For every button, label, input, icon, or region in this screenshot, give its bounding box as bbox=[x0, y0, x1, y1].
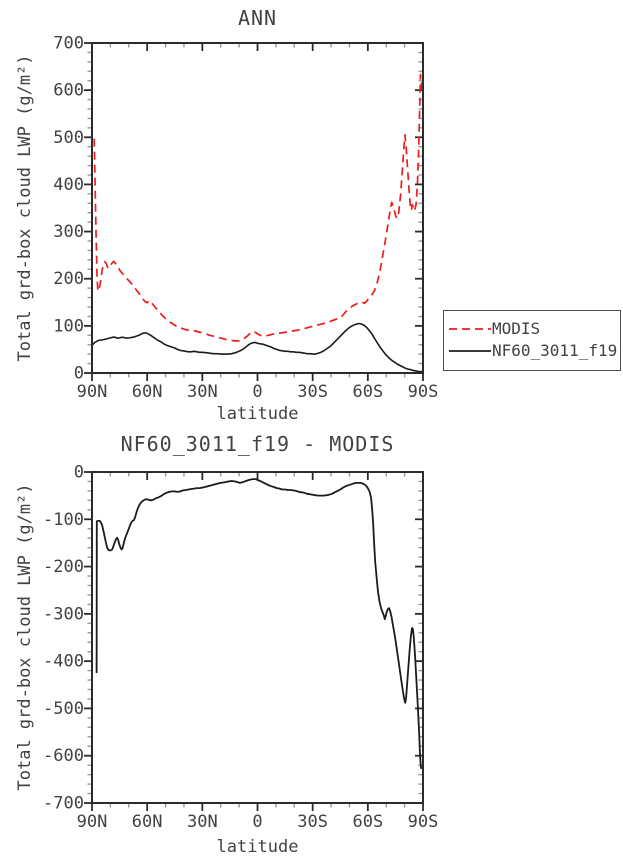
plot-frame bbox=[91, 471, 424, 804]
x-tick-label: 60N bbox=[132, 812, 163, 832]
y-tick-label: -100 bbox=[43, 510, 84, 530]
x-tick-label: 60N bbox=[132, 382, 163, 402]
y-tick-label: 300 bbox=[53, 222, 84, 242]
top-chart-x-axis-label: latitude bbox=[217, 404, 299, 424]
x-tick-label: 60S bbox=[352, 382, 383, 402]
legend-label-modis: MODIS bbox=[492, 319, 540, 338]
legend-box bbox=[443, 310, 621, 371]
top-chart-title: ANN bbox=[238, 6, 277, 30]
y-tick-label: 600 bbox=[53, 81, 84, 101]
bottom-chart: NF60_3011_f19 - MODIS Total grd-box clou… bbox=[15, 432, 438, 857]
x-tick-label: 90N bbox=[77, 812, 108, 832]
x-tick-label: 90S bbox=[408, 382, 439, 402]
legend: MODIS NF60_3011_f19 bbox=[443, 310, 621, 371]
y-tick-label: 400 bbox=[53, 175, 84, 195]
x-tick-label: 0 bbox=[252, 382, 262, 402]
series-line-modis bbox=[93, 73, 423, 342]
bottom-chart-y-axis-label: Total grd-box cloud LWP (g/m²) bbox=[15, 483, 35, 790]
y-tick-label: 700 bbox=[53, 34, 84, 54]
bottom-chart-title: NF60_3011_f19 - MODIS bbox=[121, 432, 395, 456]
y-tick-label: -200 bbox=[43, 557, 84, 577]
x-tick-label: 60S bbox=[352, 812, 383, 832]
y-tick-label: -400 bbox=[43, 652, 84, 672]
legend-label-model: NF60_3011_f19 bbox=[492, 341, 617, 360]
x-tick-label: 30S bbox=[297, 382, 328, 402]
top-chart: ANN Total grd-box cloud LWP (g/m²) latit… bbox=[15, 6, 438, 424]
series-line-nf60-3011-f19 bbox=[92, 322, 423, 373]
y-tick-label: 0 bbox=[74, 364, 84, 384]
bottom-chart-plot-area: 90N 60N 30N 0 30S 60S 90S 0 -100 -200 -300 -400 -500… bbox=[43, 463, 438, 833]
x-tick-label: 30N bbox=[187, 382, 218, 402]
x-tick-label: 0 bbox=[252, 812, 262, 832]
top-chart-y-axis-label: Total grd-box cloud LWP (g/m²) bbox=[15, 54, 35, 361]
y-tick-label: -300 bbox=[43, 604, 84, 624]
series-line-nf60-3011-f19-modis bbox=[95, 478, 423, 770]
top-chart-plot-area: 90N 60N 30N 0 30S 60S 90S 700 600 500 400 300 200 100… bbox=[53, 34, 438, 403]
x-tick-label: 30N bbox=[187, 812, 218, 832]
x-tick-label: 30S bbox=[297, 812, 328, 832]
y-tick-label: -700 bbox=[43, 794, 84, 814]
x-tick-label: 90N bbox=[77, 382, 108, 402]
plot-frame bbox=[91, 42, 424, 374]
x-tick-label: 90S bbox=[408, 812, 439, 832]
y-tick-label: -500 bbox=[43, 699, 84, 719]
y-tick-label: 200 bbox=[53, 269, 84, 289]
y-tick-label: 100 bbox=[53, 316, 84, 336]
y-tick-label: 0 bbox=[74, 463, 84, 483]
y-tick-label: -600 bbox=[43, 746, 84, 766]
bottom-chart-x-axis-label: latitude bbox=[217, 837, 299, 857]
y-tick-label: 500 bbox=[53, 128, 84, 148]
